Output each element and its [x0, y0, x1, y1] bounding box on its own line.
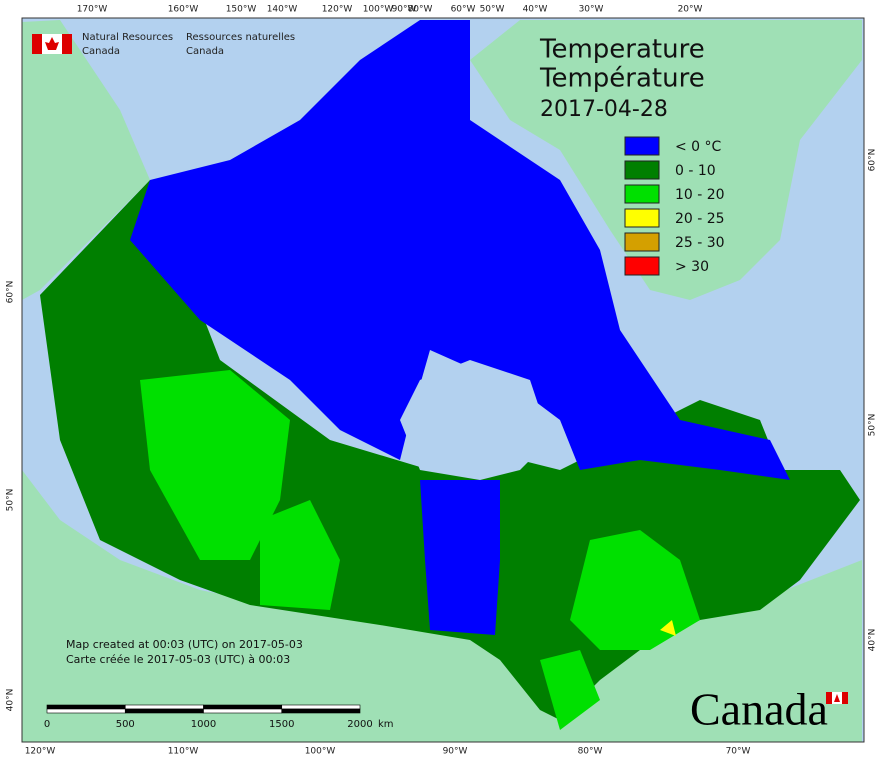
- graticule-label: 50°N: [868, 414, 878, 437]
- region-10-20: [570, 530, 700, 650]
- scale-unit: km: [378, 719, 394, 730]
- region-20-25: [660, 620, 676, 636]
- graticule-label: 120°W: [322, 5, 353, 15]
- nrcan-flag: [32, 34, 72, 54]
- legend-swatch: [624, 136, 660, 156]
- alaska: [22, 20, 150, 300]
- graticule-label: 100°W: [363, 5, 394, 15]
- united-states: [22, 470, 862, 742]
- scale-segment: [124, 708, 204, 714]
- graticule-label: 150°W: [226, 5, 257, 15]
- graticule-label: 100°W: [305, 747, 336, 757]
- scale-label: 2000: [347, 719, 372, 730]
- graticule-label: 90°W: [392, 5, 417, 15]
- legend-swatch: [624, 208, 660, 228]
- scale-segment: [46, 704, 126, 710]
- graticule-label: 140°W: [267, 5, 298, 15]
- agency-fr: Canada: [186, 46, 224, 57]
- hudson-bay: [400, 360, 550, 480]
- legend-swatch: [624, 232, 660, 252]
- graticule-label: 120°W: [25, 747, 56, 757]
- graticule-label: 40°N: [868, 629, 878, 652]
- greenland: [470, 20, 862, 300]
- wordmark: Canada: [690, 684, 828, 735]
- scale-segment: [46, 708, 126, 714]
- legend-label: > 30: [675, 259, 709, 275]
- legend-label: 10 - 20: [675, 187, 725, 203]
- graticule-label: 60°N: [6, 281, 16, 304]
- legend-label: 0 - 10: [675, 163, 716, 179]
- agency-fr: Ressources naturelles: [186, 32, 295, 43]
- scale-segment: [203, 704, 283, 710]
- graticule-label: 40°N: [6, 689, 16, 712]
- agency-en: Canada: [82, 46, 120, 57]
- legend-swatch: [624, 160, 660, 180]
- graticule-label: 80°W: [578, 747, 603, 757]
- graticule-label: 30°W: [579, 5, 604, 15]
- scale-segment: [281, 704, 361, 710]
- legend-swatch: [624, 256, 660, 276]
- graticule-label: 20°W: [678, 5, 703, 15]
- frame: [21, 17, 865, 743]
- graticule-label: 170°W: [77, 5, 108, 15]
- title-fr: Température: [539, 64, 705, 94]
- region-10-20: [140, 370, 290, 560]
- legend-label: 25 - 30: [675, 235, 725, 251]
- scale-segment: [124, 704, 204, 710]
- scale-segment: [281, 708, 361, 714]
- graticule-label: 90°W: [443, 747, 468, 757]
- graticule-label: 160°W: [168, 5, 199, 15]
- scale-label: 0: [44, 719, 50, 730]
- region-10-20: [260, 500, 340, 610]
- scale-segment: [203, 708, 283, 714]
- graticule-label: 40°W: [523, 5, 548, 15]
- region-below-0: [130, 20, 790, 480]
- graticule-label: 110°W: [168, 747, 199, 757]
- graticule-label: 60°W: [451, 5, 476, 15]
- graticule-label: 80°W: [408, 5, 433, 15]
- wordmark-flag: [826, 692, 848, 704]
- graticule-label: 50°W: [480, 5, 505, 15]
- graticule-label: 70°W: [726, 747, 751, 757]
- region-10-20: [540, 650, 600, 730]
- credit: Map created at 00:03 (UTC) on 2017-05-03: [66, 638, 303, 651]
- date: 2017-04-28: [540, 97, 668, 122]
- scale-label: 1500: [269, 719, 294, 730]
- graticule-label: 50°N: [6, 489, 16, 512]
- graticule-label: 60°N: [868, 149, 878, 172]
- legend-swatch: [624, 184, 660, 204]
- legend-label: < 0 °C: [675, 139, 722, 155]
- credit: Carte créée le 2017-05-03 (UTC) à 00:03: [66, 653, 290, 666]
- title-en: Temperature: [539, 35, 705, 65]
- legend-label: 20 - 25: [675, 211, 725, 227]
- agency-en: Natural Resources: [82, 32, 173, 43]
- region-below-0: [420, 480, 500, 635]
- scale-label: 1000: [191, 719, 216, 730]
- scale-label: 500: [116, 719, 135, 730]
